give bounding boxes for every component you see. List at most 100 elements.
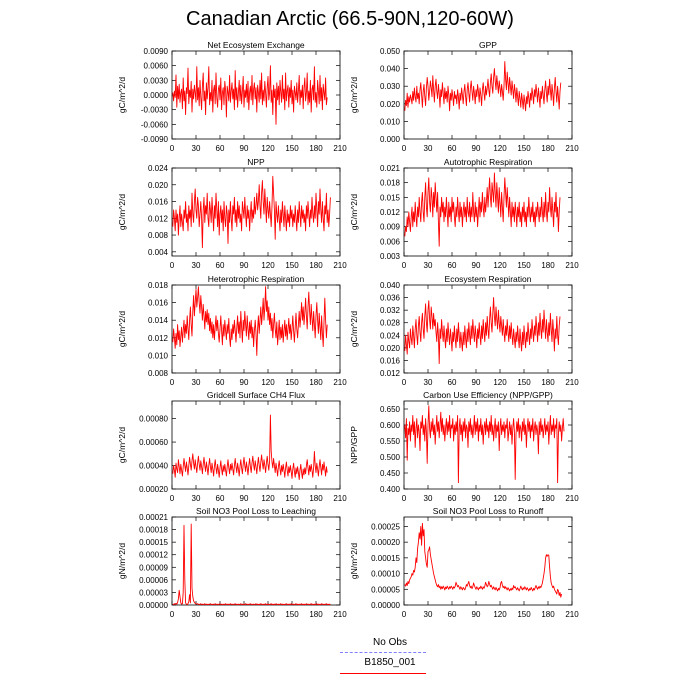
y-tick-label: 0.00015 (371, 554, 400, 563)
series-line-b1850 (172, 65, 328, 125)
y-tick-label: 0.018 (148, 281, 169, 290)
x-tick-label: 120 (493, 261, 507, 270)
plot-frame (171, 167, 341, 257)
x-tick-label: 60 (216, 494, 225, 503)
y-tick-label: 0.00015 (139, 538, 168, 547)
x-tick-label: 180 (309, 144, 323, 153)
x-tick-label: 120 (261, 261, 275, 270)
x-tick-label: 150 (517, 494, 531, 503)
x-tick-label: 180 (541, 261, 555, 270)
y-tick-label: 0.0000 (144, 91, 169, 100)
x-tick-label: 60 (448, 261, 457, 270)
panel-7: Gridcell Surface CH4 Flux gC/m^2/d 0 30 60 90… (117, 390, 347, 503)
y-tick-label: 0.014 (148, 316, 169, 325)
y-tick-label: 0.000 (380, 135, 401, 144)
y-tick-label: 0.00009 (139, 563, 168, 572)
y-tick-label: 0.00060 (139, 438, 168, 447)
y-axis-label: gC/m^2/d (349, 194, 359, 230)
y-tick-label: 0.00012 (139, 551, 168, 560)
y-tick-label: 0.012 (380, 208, 401, 217)
x-tick-label: 90 (472, 144, 481, 153)
y-axis-label: gC/m^2/d (349, 77, 359, 113)
x-tick-label: 60 (216, 610, 225, 619)
y-tick-label: 0.00080 (139, 415, 168, 424)
panel-2: GPP gC/m^2/d 0 30 60 90 120 150 180 210 0.000 0.010… (349, 40, 579, 153)
plot-frame (171, 284, 341, 374)
x-tick-label: 180 (309, 494, 323, 503)
y-tick-label: 0.040 (380, 65, 401, 74)
legend-label-no-obs: No Obs (373, 637, 407, 648)
y-tick-label: 0.400 (380, 485, 401, 494)
y-tick-label: 0.0030 (144, 76, 169, 85)
x-tick-label: 210 (565, 144, 579, 153)
legend-line-no-obs (340, 652, 426, 653)
x-tick-label: 0 (170, 144, 175, 153)
plot-frame (403, 400, 573, 490)
y-axis-label: gC/m^2/d (117, 427, 127, 463)
x-tick-label: 180 (309, 261, 323, 270)
y-tick-label: 0.016 (380, 356, 401, 365)
x-tick-label: 150 (517, 144, 531, 153)
series-line-b1850 (404, 297, 561, 365)
x-tick-label: 90 (240, 610, 249, 619)
panel-3: NPP gC/m^2/d 0 30 60 90 120 150 180 210 0.004 0.008… (117, 157, 347, 270)
panel-4: Autotrophic Respiration gC/m^2/d 0 30 60 90 12… (349, 157, 579, 270)
figure-title: Canadian Arctic (66.5-90N,120-60W) (186, 8, 514, 30)
y-tick-label: 0.00025 (371, 522, 400, 531)
x-tick-label: 30 (424, 144, 433, 153)
y-tick-label: 0.006 (380, 237, 401, 246)
series-line-b1850 (404, 172, 561, 247)
y-tick-label: 0.00020 (371, 538, 400, 547)
y-tick-label: 0.032 (380, 306, 401, 315)
panel-title: NPP (247, 157, 265, 167)
x-tick-label: 30 (192, 610, 201, 619)
x-tick-label: 60 (448, 494, 457, 503)
x-tick-label: 210 (333, 144, 347, 153)
y-tick-label: 0.050 (380, 47, 401, 56)
y-tick-label: -0.0090 (141, 135, 169, 144)
x-tick-label: 120 (493, 610, 507, 619)
y-tick-label: 0.004 (148, 248, 169, 257)
x-tick-label: 90 (472, 378, 481, 387)
x-tick-label: 120 (261, 378, 275, 387)
plot-frame (171, 400, 341, 490)
y-tick-label: 0.010 (380, 117, 401, 126)
x-tick-label: 30 (192, 494, 201, 503)
y-tick-label: 0.00005 (371, 585, 400, 594)
panel-6: Ecosystem Respiration gC/m^2/d 0 30 60 90 120 1… (349, 274, 579, 387)
x-tick-label: 0 (402, 494, 407, 503)
panel-title: Autotrophic Respiration (444, 157, 533, 167)
series-line-b1850 (404, 61, 562, 112)
x-tick-label: 30 (192, 378, 201, 387)
x-tick-label: 180 (541, 144, 555, 153)
x-tick-label: 90 (240, 494, 249, 503)
y-axis-label: NPP/GPP (349, 426, 359, 464)
y-tick-label: 0.550 (380, 437, 401, 446)
x-tick-label: 90 (472, 610, 481, 619)
y-tick-label: 0.030 (380, 82, 401, 91)
panel-9: Soil NO3 Pool Loss to Leaching gN/m^2/d 0 3… (117, 506, 347, 619)
x-tick-label: 150 (285, 610, 299, 619)
x-tick-label: 60 (216, 261, 225, 270)
y-tick-label: 0.012 (380, 369, 401, 378)
x-tick-label: 120 (493, 144, 507, 153)
y-tick-label: 0.450 (380, 469, 401, 478)
x-tick-label: 0 (402, 261, 407, 270)
x-tick-label: 90 (472, 261, 481, 270)
y-tick-label: 0.021 (380, 164, 401, 173)
x-tick-label: 0 (170, 494, 175, 503)
y-tick-label: 0.028 (380, 319, 401, 328)
x-tick-label: 150 (285, 378, 299, 387)
x-tick-label: 210 (333, 261, 347, 270)
y-tick-label: 0.0090 (144, 47, 169, 56)
panel-title: Ecosystem Respiration (445, 274, 532, 284)
panel-title: Net Ecosystem Exchange (207, 40, 305, 50)
x-tick-label: 120 (261, 610, 275, 619)
y-tick-label: 0.016 (148, 198, 169, 207)
y-tick-label: 0.024 (148, 164, 169, 173)
x-tick-label: 210 (565, 494, 579, 503)
y-axis-label: gN/m^2/d (349, 543, 359, 579)
panel-title: Soil NO3 Pool Loss to Leaching (196, 506, 316, 516)
y-axis-label: gC/m^2/d (349, 311, 359, 347)
x-tick-label: 60 (216, 144, 225, 153)
